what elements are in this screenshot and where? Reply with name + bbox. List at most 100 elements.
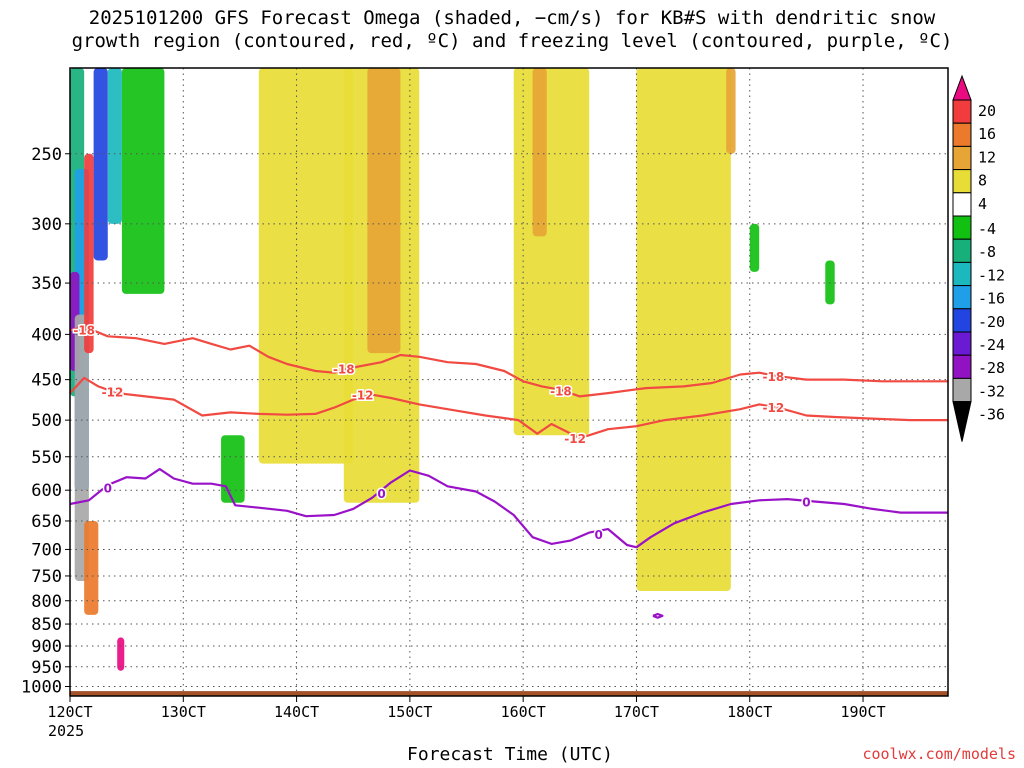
colorbar-bin-5 <box>952 192 972 217</box>
chart-title-line2: growth region (contoured, red, ºC) and f… <box>71 30 953 52</box>
contour-label-2-2: 0 <box>595 528 603 542</box>
colorbar-label-1: 16 <box>978 125 996 143</box>
colorbar-label-5: -4 <box>978 220 996 238</box>
colorbar-label-11: -28 <box>978 359 1005 377</box>
grid <box>70 68 948 696</box>
omega-shading <box>70 68 948 696</box>
omega-cell-14 <box>513 68 590 436</box>
omega-cell-17 <box>726 68 736 154</box>
omega-cell-7 <box>221 435 245 503</box>
axes: 2503003504004505005506006507007508008509… <box>21 67 949 721</box>
colorbar-bin-9 <box>952 285 972 310</box>
y-tick-label-850: 850 <box>31 615 62 635</box>
colorbar-top-arrow <box>952 74 972 101</box>
contour-freezing-2 <box>69 468 948 549</box>
contour-label-2-1: 0 <box>377 487 385 501</box>
omega-cell-3 <box>74 314 89 582</box>
terrain-strip <box>70 691 948 696</box>
y-tick-label-350: 350 <box>31 274 62 294</box>
colorbar-bin-2 <box>952 122 972 147</box>
contour-label-0-3: -18 <box>763 370 785 384</box>
contour-label-0-2: -18 <box>550 385 572 399</box>
x-tick-label-7: 190CT <box>840 703 885 721</box>
colorbar-label-2: 12 <box>978 148 996 166</box>
colorbar-bin-1 <box>952 99 972 124</box>
colorbar-bin-3 <box>952 145 972 171</box>
credit-link[interactable]: coolwx.com/models <box>862 745 1016 763</box>
y-tick-label-650: 650 <box>31 512 62 532</box>
x-tick-label-2: 140CT <box>274 703 319 721</box>
colorbar-label-3: 8 <box>978 172 987 190</box>
contour-label-2-3: 0 <box>802 496 810 510</box>
x-tick-label-6: 180CT <box>727 703 772 721</box>
contour-label-1-3: -12 <box>763 401 785 415</box>
contour-label-0-1: -18 <box>333 362 355 376</box>
colorbar-label-12: -32 <box>978 382 1005 400</box>
contour-label-1-2: -12 <box>564 432 586 446</box>
colorbar-bin-8 <box>952 261 972 287</box>
omega-cell-10 <box>117 637 125 671</box>
colorbar-label-13: -36 <box>978 406 1005 424</box>
y-tick-label-450: 450 <box>31 371 62 391</box>
colorbar-label-9: -20 <box>978 313 1005 331</box>
omega-cell-15 <box>532 68 547 237</box>
y-tick-label-1000: 1000 <box>21 678 62 698</box>
omega-cell-6 <box>121 68 165 294</box>
colorbar-label-8: -16 <box>978 290 1005 308</box>
y-tick-label-800: 800 <box>31 592 62 612</box>
y-tick-label-750: 750 <box>31 567 62 587</box>
x-tick-label-1: 130CT <box>161 703 206 721</box>
colorbar-bottom-arrow <box>952 401 972 442</box>
x-tick-label-3: 150CT <box>387 703 432 721</box>
contour-label-1-0: -12 <box>102 385 124 399</box>
y-tick-label-250: 250 <box>31 145 62 165</box>
y-tick-label-400: 400 <box>31 325 62 345</box>
colorbar-label-4: 4 <box>978 195 987 213</box>
plot-background <box>70 68 948 696</box>
contour-dgz-1 <box>69 376 948 440</box>
x-axis-title: Forecast Time (UTC) <box>407 744 613 765</box>
colorbar-label-0: 20 <box>978 102 996 120</box>
x-tick-label-5: 170CT <box>614 703 659 721</box>
terrain-fill <box>70 691 948 696</box>
omega-cell-9 <box>84 520 99 615</box>
x-tick-label-0: 120CT <box>47 703 92 721</box>
x-tick-label-4: 160CT <box>501 703 546 721</box>
colorbar: 20 16 12 8 4 -4 -8 -12 -16 -20 -24 -28 -32 -36 <box>952 74 1005 442</box>
colorbar-bin-6 <box>952 215 972 240</box>
omega-cell-18 <box>749 223 760 272</box>
colorbar-bin-10 <box>952 308 972 333</box>
colorbar-label-10: -24 <box>978 336 1005 354</box>
omega-cell-11 <box>258 68 354 464</box>
contours: -18 -18 -18 -18 -12 -12 -12 -12 0 0 0 0 <box>69 322 948 619</box>
y-tick-label-950: 950 <box>31 658 62 678</box>
y-tick-label-900: 900 <box>31 637 62 657</box>
colorbar-bin-12 <box>952 354 972 379</box>
omega-cell-4 <box>93 68 108 261</box>
omega-cell-16 <box>636 68 731 592</box>
plot-frame <box>69 67 949 697</box>
y-tick-label-550: 550 <box>31 448 62 468</box>
y-tick-label-600: 600 <box>31 481 62 501</box>
colorbar-label-7: -12 <box>978 266 1005 284</box>
y-tick-label-300: 300 <box>31 215 62 235</box>
colorbar-bin-last <box>952 377 972 403</box>
chart-title-line1: 2025101200 GFS Forecast Omega (shaded, −… <box>88 7 936 29</box>
colorbar-label-6: -8 <box>978 243 996 261</box>
y-tick-label-500: 500 <box>31 411 62 431</box>
contour-label-1-1: -12 <box>352 389 374 403</box>
omega-cell-5 <box>107 68 122 224</box>
x-axis-year-label: 2025 <box>48 722 85 740</box>
contour-dgz-0 <box>69 325 948 398</box>
omega-cell-19 <box>825 260 835 305</box>
colorbar-bin-4 <box>952 169 972 194</box>
contour-label-0-0: -18 <box>73 324 95 338</box>
colorbar-bin-7 <box>952 238 972 263</box>
y-tick-label-700: 700 <box>31 540 62 560</box>
colorbar-bin-11 <box>952 331 972 356</box>
contour-freezing-3 <box>652 612 664 619</box>
omega-cell-8 <box>84 153 94 354</box>
contour-label-2-0: 0 <box>104 482 112 496</box>
omega-cell-13 <box>367 68 401 354</box>
